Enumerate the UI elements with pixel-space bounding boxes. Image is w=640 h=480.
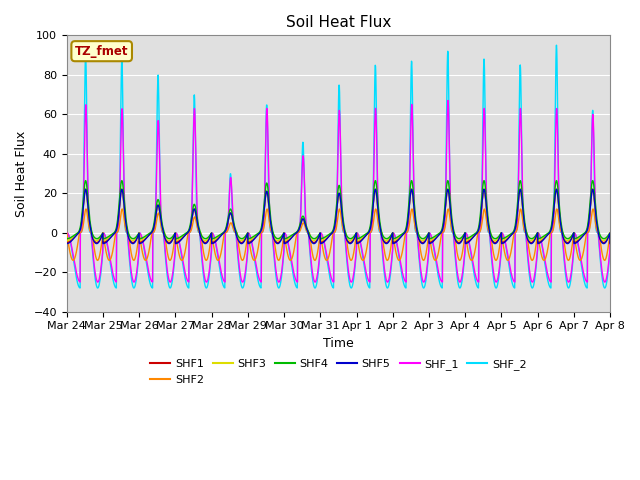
- SHF_2: [606, 230, 614, 236]
- SHF_1: [497, 254, 504, 260]
- SHF_2: [559, 238, 566, 243]
- SHF1: [354, 240, 362, 245]
- SHF4: [214, 233, 222, 239]
- SHF4: [63, 236, 70, 241]
- SHF2: [574, 252, 582, 258]
- SHF5: [366, 228, 374, 233]
- SHF4: [354, 236, 362, 241]
- SHF2: [263, 206, 271, 212]
- Y-axis label: Soil Heat Flux: Soil Heat Flux: [15, 131, 28, 216]
- SHF2: [63, 230, 70, 236]
- SHF_2: [552, 42, 560, 48]
- Line: SHF5: SHF5: [67, 189, 610, 243]
- SHF2: [355, 242, 362, 248]
- SHF3: [63, 238, 70, 243]
- SHF5: [354, 240, 362, 246]
- Line: SHF2: SHF2: [67, 209, 610, 260]
- SHF5: [496, 233, 504, 239]
- SHF2: [606, 230, 614, 236]
- SHF5: [559, 231, 566, 237]
- SHF5: [63, 240, 70, 246]
- SHF5: [606, 240, 614, 246]
- SHF1: [573, 238, 581, 244]
- SHF_1: [166, 279, 174, 285]
- Line: SHF3: SHF3: [67, 189, 610, 240]
- SHF4: [573, 235, 581, 240]
- SHF5: [214, 236, 222, 241]
- SHF1: [63, 240, 70, 245]
- SHF2: [559, 229, 566, 235]
- SHF_1: [606, 230, 614, 236]
- SHF2: [178, 257, 186, 263]
- SHF1: [496, 233, 504, 239]
- SHF3: [573, 237, 581, 242]
- Legend: SHF1, SHF2, SHF3, SHF4, SHF5, SHF_1, SHF_2: SHF1, SHF2, SHF3, SHF4, SHF5, SHF_1, SHF…: [146, 355, 531, 389]
- SHF3: [366, 227, 374, 232]
- SHF_2: [214, 257, 222, 263]
- SHF2: [367, 229, 374, 235]
- SHF4: [552, 178, 560, 183]
- SHF_1: [355, 232, 362, 238]
- SHF1: [559, 230, 566, 236]
- SHF_1: [444, 97, 452, 103]
- SHF_2: [354, 231, 362, 237]
- Line: SHF4: SHF4: [67, 180, 610, 239]
- SHF3: [355, 238, 362, 243]
- SHF_2: [529, 285, 536, 291]
- SHF4: [606, 236, 614, 241]
- SHF_1: [214, 255, 222, 261]
- SHF_1: [63, 230, 70, 236]
- SHF3: [118, 186, 125, 192]
- SHF_2: [574, 240, 582, 246]
- SHF_2: [63, 230, 70, 236]
- SHF4: [366, 226, 374, 231]
- SHF1: [552, 186, 560, 192]
- SHF2: [214, 257, 222, 263]
- SHF_1: [366, 279, 374, 285]
- SHF3: [559, 231, 566, 237]
- Line: SHF_2: SHF_2: [67, 45, 610, 288]
- SHF4: [559, 227, 566, 233]
- SHF_1: [559, 235, 566, 240]
- SHF1: [366, 228, 374, 233]
- SHF2: [497, 236, 504, 242]
- SHF_2: [496, 262, 504, 268]
- SHF5: [552, 186, 560, 192]
- Text: TZ_fmet: TZ_fmet: [75, 45, 129, 58]
- SHF4: [496, 232, 504, 238]
- Line: SHF_1: SHF_1: [67, 100, 610, 282]
- SHF3: [606, 238, 614, 243]
- SHF3: [497, 232, 504, 238]
- Title: Soil Heat Flux: Soil Heat Flux: [285, 15, 391, 30]
- SHF_1: [574, 239, 582, 244]
- SHF3: [214, 234, 222, 240]
- SHF5: [573, 239, 581, 245]
- SHF1: [214, 235, 222, 241]
- Line: SHF1: SHF1: [67, 189, 610, 242]
- X-axis label: Time: Time: [323, 337, 354, 350]
- SHF_2: [366, 285, 374, 291]
- SHF1: [606, 240, 614, 245]
